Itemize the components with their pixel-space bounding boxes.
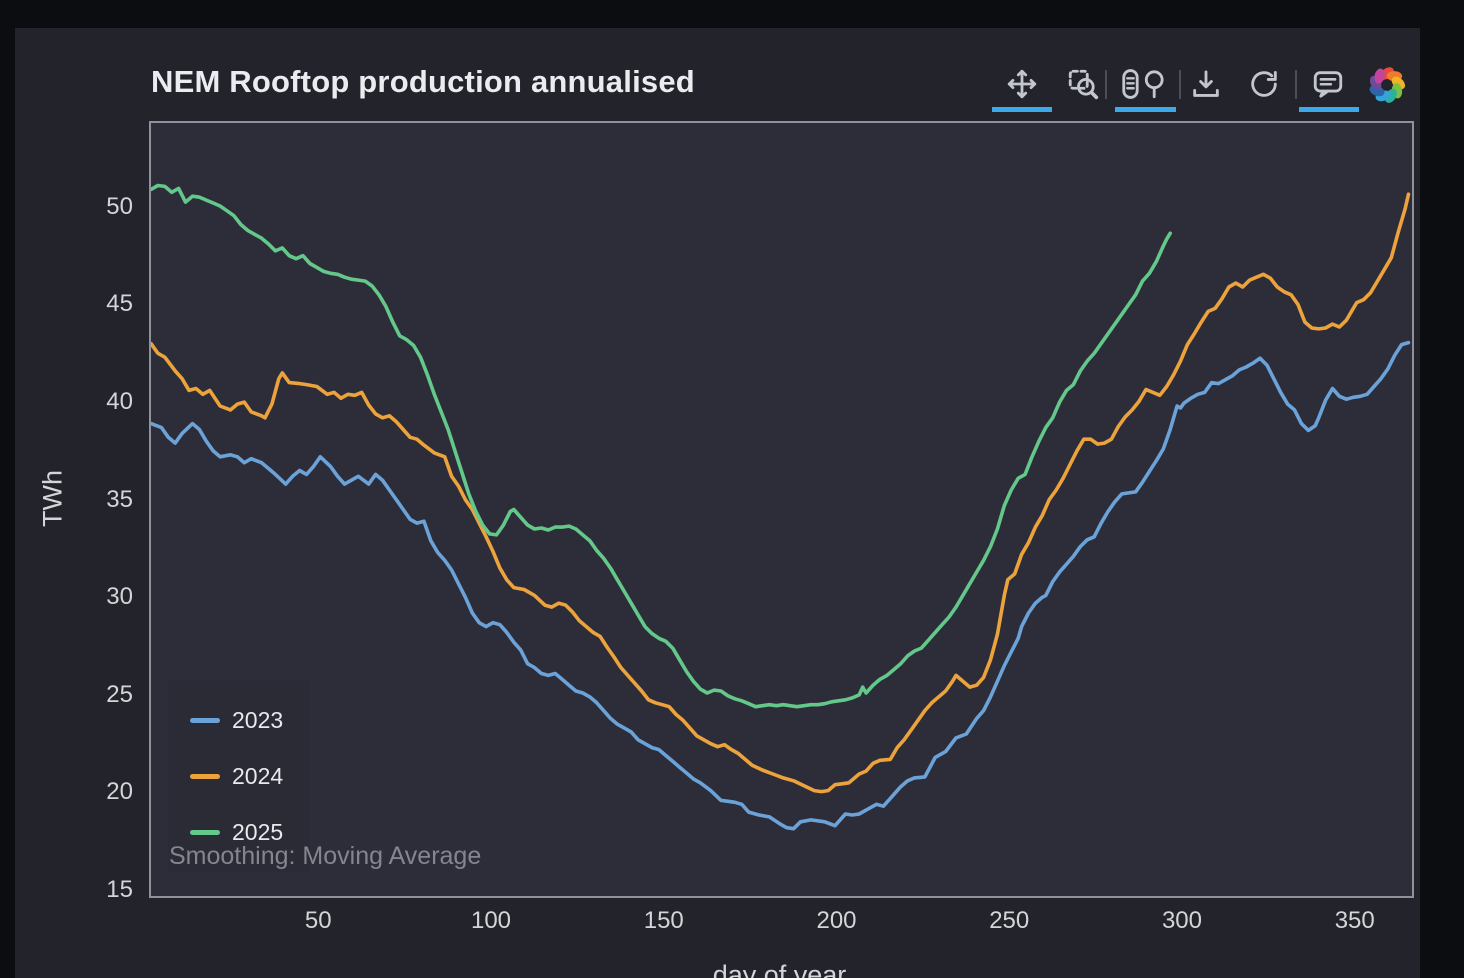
chart-title: NEM Rooftop production annualised — [151, 64, 695, 99]
pan-icon[interactable] — [1005, 67, 1039, 101]
y-tick-label: 25 — [106, 680, 133, 708]
x-tick-label: 200 — [816, 907, 857, 934]
y-tick-label: 50 — [106, 192, 133, 220]
x-tick-label: 300 — [1161, 907, 1202, 934]
legend-label: 2023 — [232, 707, 284, 733]
toolbar-separator — [1295, 70, 1297, 99]
y-tick-label: 35 — [106, 485, 133, 513]
legend-swatch — [190, 830, 220, 835]
bokeh-logo-icon[interactable] — [1365, 63, 1409, 107]
save-icon[interactable] — [1189, 67, 1223, 101]
legend-label: 2025 — [232, 819, 284, 845]
hover-active-underline — [1299, 107, 1359, 112]
legend-label: 2024 — [232, 763, 284, 789]
y-tick-label: 40 — [106, 388, 133, 416]
x-tick-label: 100 — [470, 907, 512, 934]
legend-swatch — [190, 718, 220, 723]
series-line-2025 — [151, 183, 1172, 709]
toolbar-separator — [1179, 70, 1181, 99]
x-tick-label: 250 — [989, 907, 1030, 934]
legend-item-2023[interactable]: 2023 — [168, 707, 310, 733]
wheel-zoom-active-underline — [1115, 107, 1176, 112]
logo-petal — [1374, 68, 1385, 84]
chart-canvas[interactable] — [151, 123, 1412, 896]
legend-item-2024[interactable]: 2024 — [168, 763, 310, 789]
toolbar-separator — [1105, 70, 1107, 99]
y-tick-label: 15 — [106, 876, 133, 904]
x-tick-label: 350 — [1334, 907, 1375, 934]
series-line-2024 — [151, 192, 1411, 794]
smoothing-annotation: Smoothing: Moving Average — [169, 842, 482, 870]
x-axis-title: day of year — [712, 960, 847, 978]
wheel-zoom-icon[interactable] — [1119, 67, 1171, 101]
y-tick-label: 20 — [106, 778, 133, 806]
box-zoom-icon[interactable] — [1066, 67, 1100, 101]
legend: 2023 2024 2025 — [168, 680, 310, 872]
y-axis-title: TWh — [37, 470, 68, 527]
x-tick-label: 50 — [304, 907, 332, 934]
hover-tooltip-icon[interactable] — [1311, 67, 1345, 101]
pan-active-underline — [992, 107, 1052, 112]
legend-item-2025[interactable]: 2025 — [168, 819, 310, 845]
series-line-2023 — [151, 340, 1411, 831]
plot-area[interactable] — [149, 121, 1414, 898]
x-tick-label: 150 — [643, 907, 684, 934]
refresh-icon[interactable] — [1247, 67, 1281, 101]
legend-swatch — [190, 774, 220, 779]
y-tick-label: 45 — [106, 290, 133, 318]
chart-card: NEM Rooftop production annualised — [15, 28, 1420, 978]
y-tick-label: 30 — [106, 583, 133, 611]
